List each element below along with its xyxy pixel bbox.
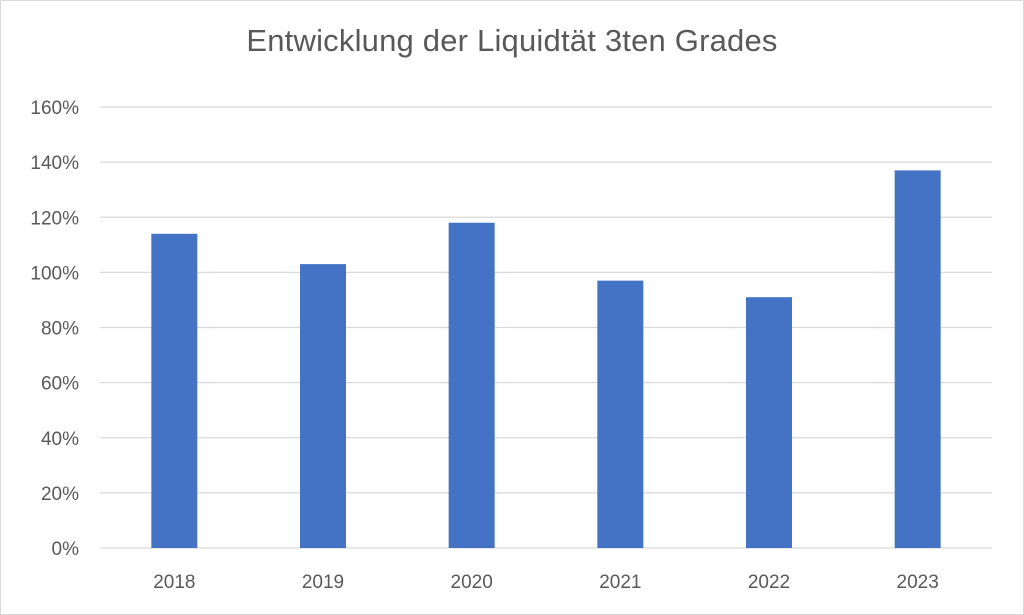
x-tick-label: 2021	[599, 572, 641, 593]
y-tick-label: 40%	[41, 429, 79, 450]
chart-title: Entwicklung der Liquidtät 3ten Grades	[246, 23, 778, 58]
bar-2022	[746, 297, 792, 548]
x-tick-label: 2022	[748, 572, 790, 593]
x-tick-label: 2018	[153, 572, 195, 593]
bars	[151, 170, 941, 549]
y-tick-label: 20%	[41, 484, 79, 505]
y-axis-ticks: 0% 20% 40% 60% 80% 100% 120% 140% 160%	[30, 98, 79, 560]
bar-2021	[597, 280, 644, 548]
x-tick-label: 2019	[302, 572, 344, 593]
y-tick-label: 80%	[41, 319, 79, 340]
bar-2019	[300, 264, 346, 548]
x-tick-label: 2023	[897, 572, 939, 593]
y-tick-label: 160%	[30, 98, 79, 119]
y-tick-label: 100%	[30, 263, 79, 284]
y-tick-label: 120%	[30, 208, 79, 229]
y-tick-label: 0%	[52, 539, 80, 560]
bar-2018	[151, 233, 198, 548]
y-tick-label: 140%	[30, 153, 79, 174]
x-axis-ticks: 2018 2019 2020 2021 2022 2023	[153, 572, 939, 593]
bar-2020	[448, 222, 495, 548]
x-tick-label: 2020	[451, 572, 493, 593]
y-tick-label: 60%	[41, 374, 79, 395]
bar-2023	[894, 170, 941, 549]
gridlines	[100, 106, 992, 549]
